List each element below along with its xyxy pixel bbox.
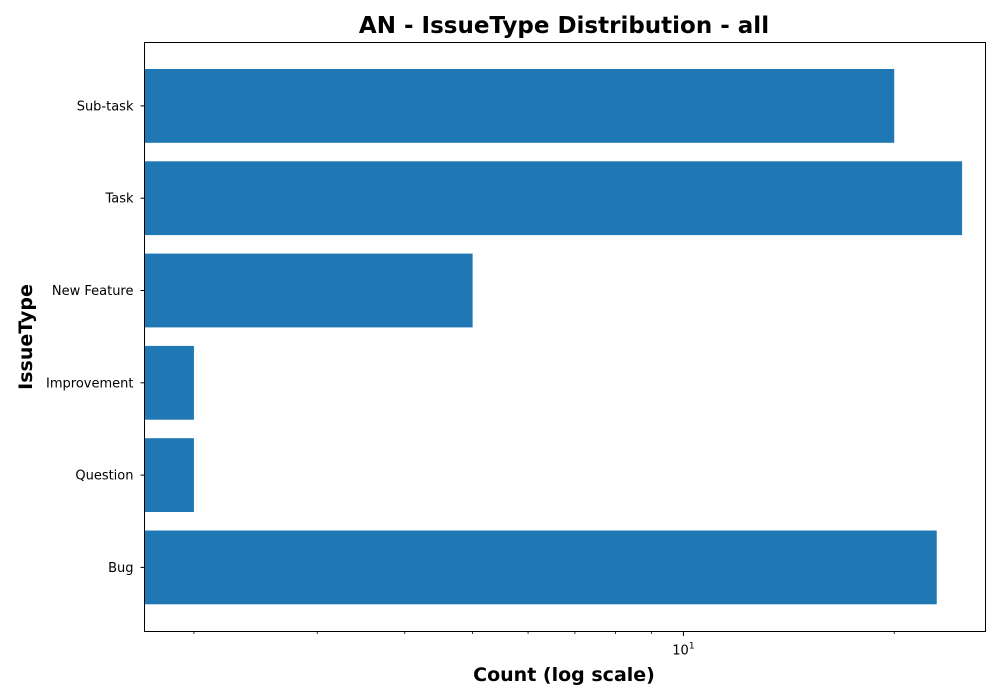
plot-area-frame	[144, 42, 986, 632]
y-tick-label-sub-task: Sub-task	[77, 99, 134, 114]
bar-improvement	[144, 345, 194, 420]
y-tick-label-question: Question	[75, 469, 133, 484]
x-axis-label: Count (log scale)	[473, 664, 655, 686]
bars-group	[144, 69, 963, 605]
y-tick-label-improvement: Improvement	[46, 376, 133, 391]
x-tick-label: 101	[672, 642, 694, 659]
y-tick-label-bug: Bug	[108, 561, 133, 576]
bar-new-feature	[144, 253, 473, 328]
x-axis: 101	[193, 631, 895, 659]
y-tick-label-task: Task	[104, 192, 134, 207]
bar-sub-task	[144, 69, 895, 143]
y-axis: Sub-task Task New Feature Improvement Questi…	[46, 99, 145, 576]
y-tick-label-new-feature: New Feature	[52, 284, 134, 299]
bar-question	[144, 438, 194, 512]
y-axis-label: IssueType	[15, 284, 37, 390]
chart-title: AN - IssueType Distribution - all	[359, 13, 769, 39]
bar-bug	[144, 530, 937, 605]
bar-task	[144, 161, 963, 236]
